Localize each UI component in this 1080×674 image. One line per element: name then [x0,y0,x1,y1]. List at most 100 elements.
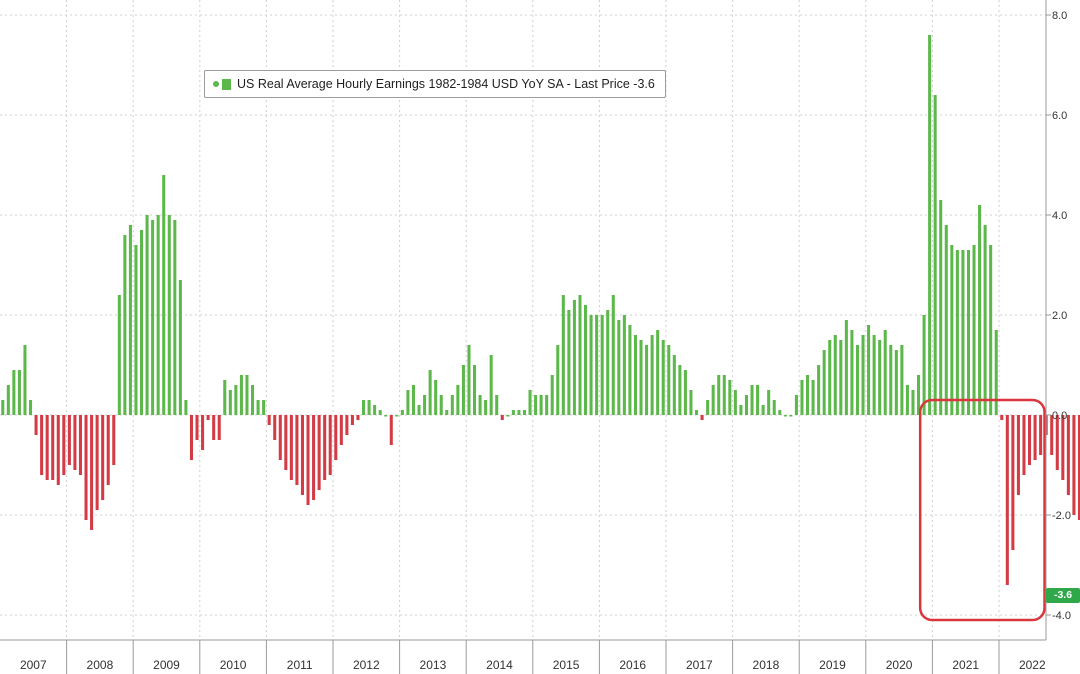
x-tick-label: 2009 [153,658,180,672]
bar [1077,415,1080,520]
bar [101,415,105,500]
bar [456,385,460,415]
bar [950,245,954,415]
bar [850,330,854,415]
bar [106,415,110,485]
last-price-tag: -3.6 [1046,587,1080,603]
bar [1,400,5,415]
bar [1000,415,1004,420]
bar [1033,415,1037,460]
bar [833,335,837,415]
bar [195,415,199,440]
bar [267,415,271,425]
bar [73,415,77,470]
bar [572,300,576,415]
bar [767,390,771,415]
bar [1016,415,1020,495]
x-tick-label: 2012 [353,658,380,672]
bar [800,380,804,415]
bar [872,335,876,415]
bar [323,415,327,480]
bar [889,345,893,415]
bar [534,395,538,415]
bar [645,345,649,415]
bar [728,380,732,415]
bar [400,410,404,415]
bar [45,415,49,480]
bar [445,410,449,415]
bar [495,395,499,415]
bar [300,415,304,495]
x-tick-label: 2014 [486,658,513,672]
bar [806,375,810,415]
bar [95,415,99,510]
bar [411,385,415,415]
x-tick-label: 2018 [753,658,780,672]
bar [883,330,887,415]
bar [212,415,216,440]
bar [595,315,599,415]
bar [67,415,71,465]
bar [711,385,715,415]
bar [173,220,177,415]
bar [1050,415,1054,455]
bar [706,400,710,415]
bar [84,415,88,520]
bar [761,405,765,415]
bar [328,415,332,475]
bar [356,415,360,420]
bar [145,215,149,415]
bar [29,400,33,415]
bar [406,390,410,415]
bar [6,385,10,415]
bar [511,410,515,415]
bar [628,325,632,415]
bar [312,415,316,500]
bar [262,400,266,415]
bar [528,390,532,415]
bar [578,295,582,415]
bar [783,415,787,417]
y-tick-label: 8.0 [1052,10,1067,22]
bar [955,250,959,415]
x-tick-label: 2007 [20,658,47,672]
bar [750,385,754,415]
bar [839,340,843,415]
x-tick-label: 2016 [619,658,646,672]
bar [772,400,776,415]
bar [561,295,565,415]
bar [1011,415,1015,550]
bar [689,390,693,415]
bar [539,395,543,415]
bar [617,320,621,415]
x-tick-label: 2021 [952,658,979,672]
bar [717,375,721,415]
bar [994,330,998,415]
legend-dot-icon [213,81,219,87]
bar [245,375,249,415]
bar [461,365,465,415]
bar [156,215,160,415]
bar [40,415,44,475]
bar [239,375,243,415]
bar [828,340,832,415]
bar [1039,415,1043,455]
bar [439,395,443,415]
bar [1055,415,1059,470]
bar [600,315,604,415]
bar [17,370,21,415]
bar [134,245,138,415]
bar [978,205,982,415]
bar [844,320,848,415]
x-tick-label: 2017 [686,658,713,672]
legend: US Real Average Hourly Earnings 1982-198… [204,70,666,98]
bar [500,415,504,420]
bar [966,250,970,415]
bar [667,345,671,415]
bar [961,250,965,415]
bar [622,315,626,415]
bar [917,375,921,415]
bar [217,415,221,440]
bar [656,330,660,415]
